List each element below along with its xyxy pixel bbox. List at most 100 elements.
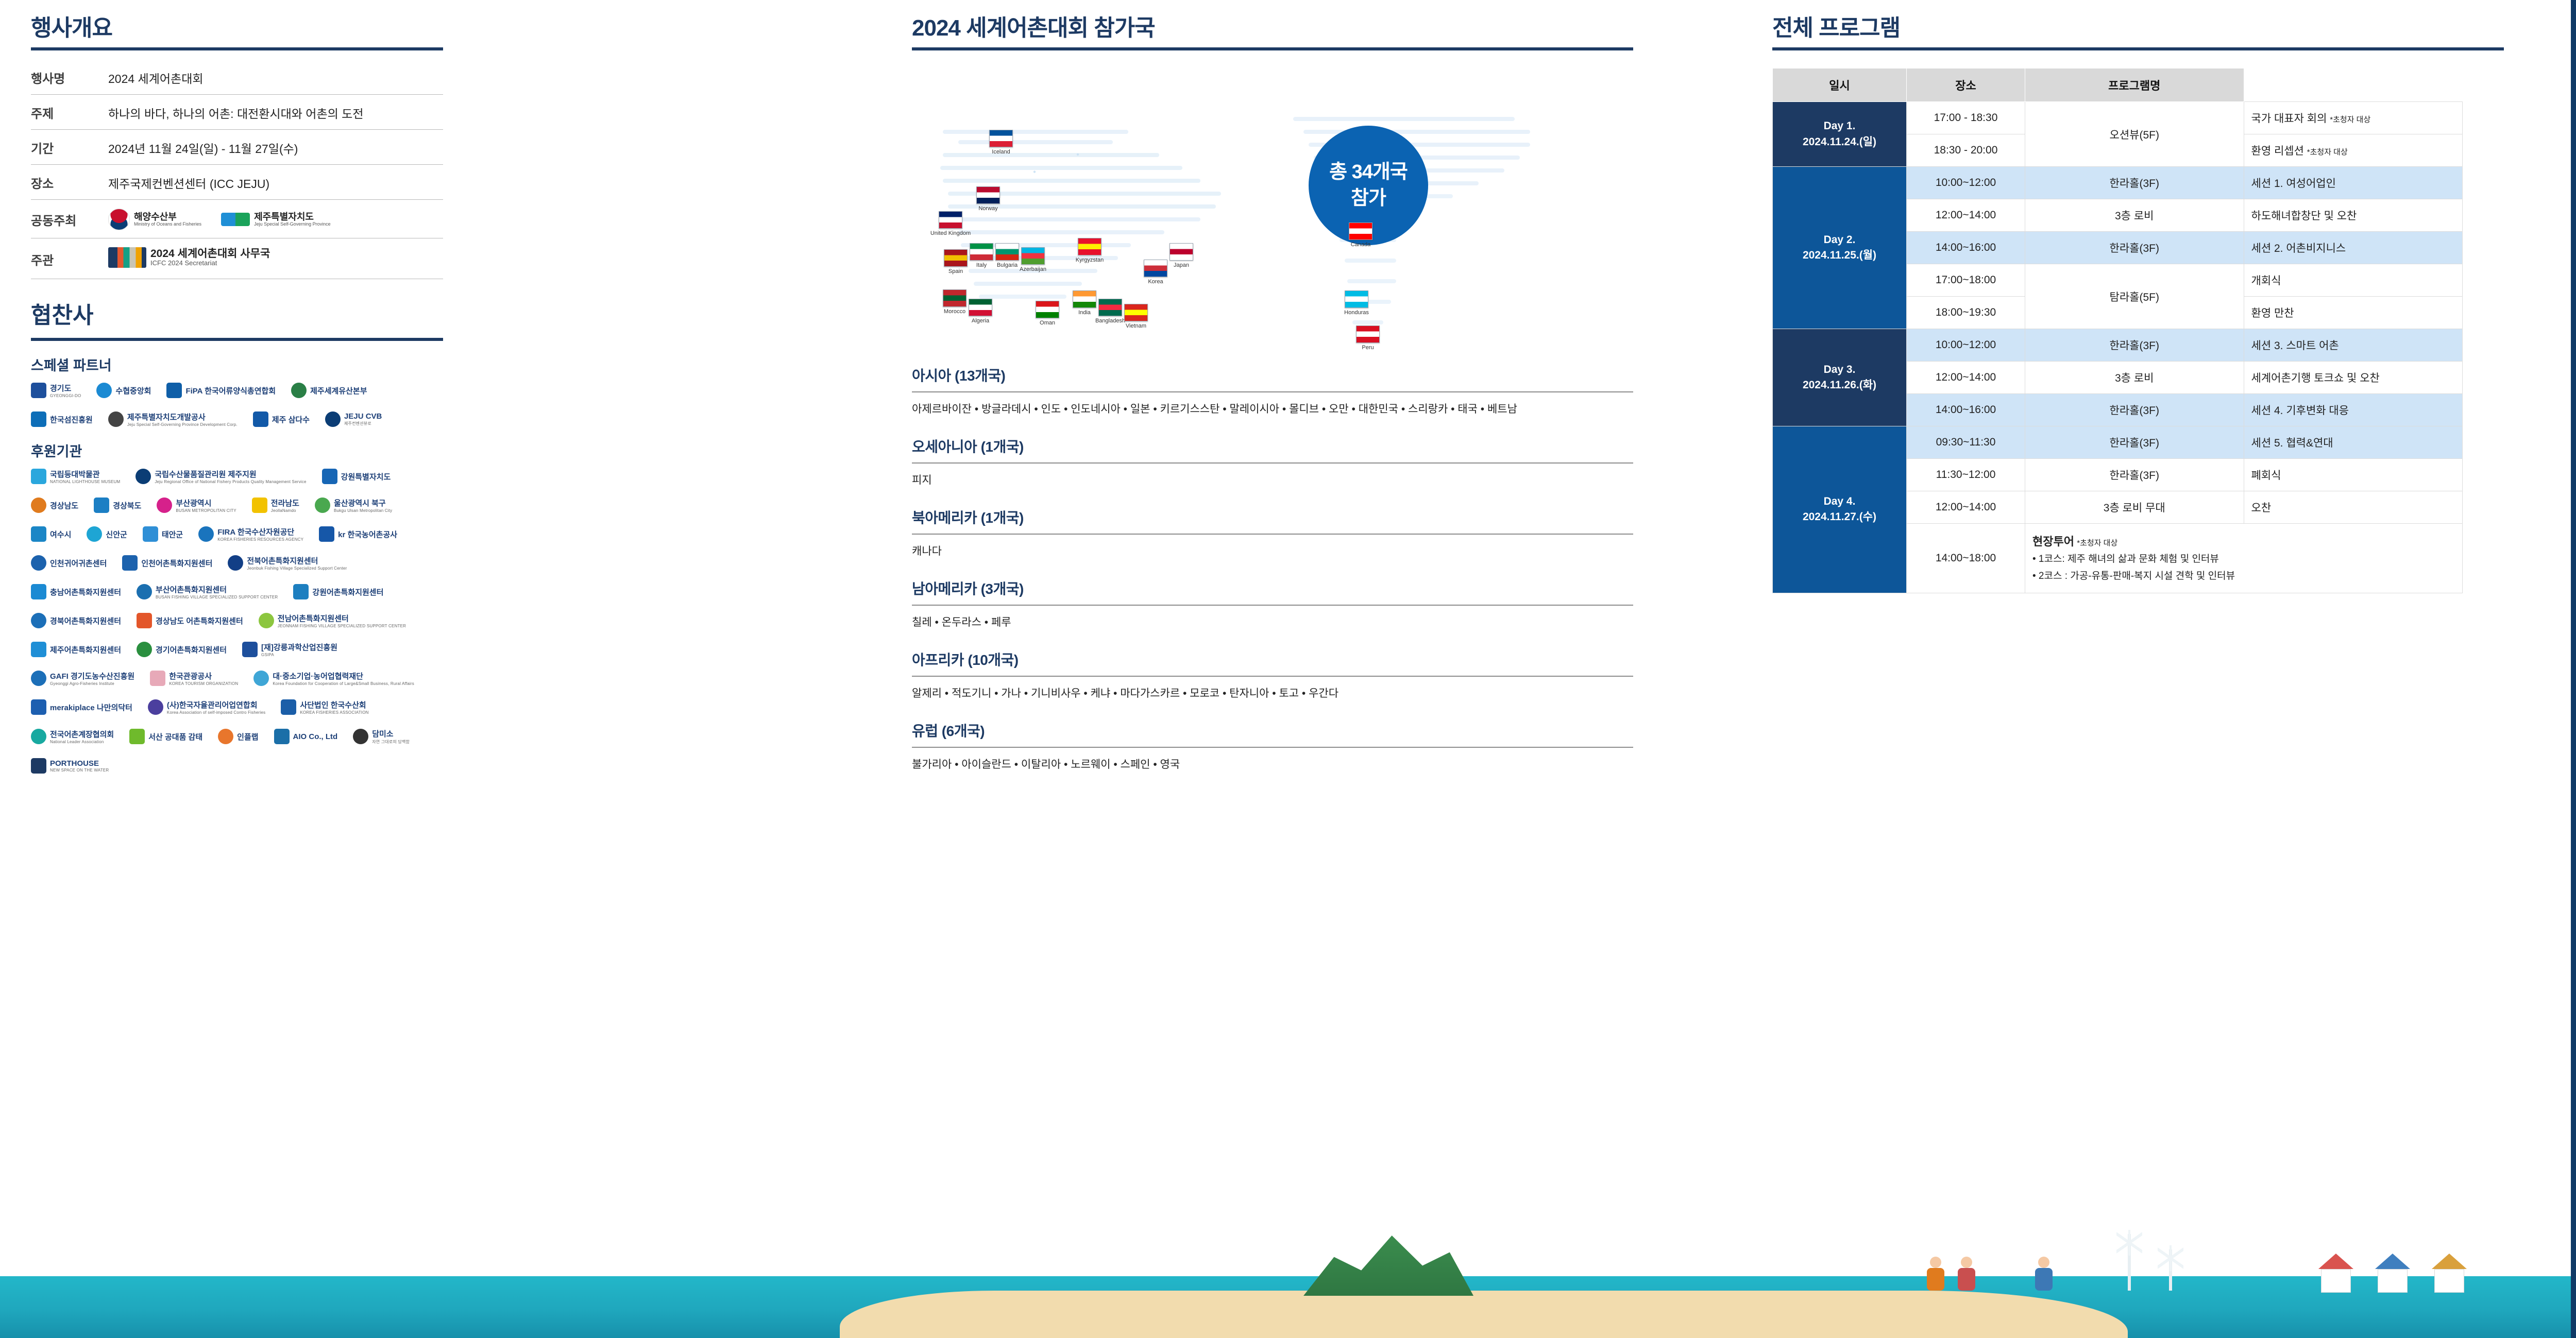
day-date: 2024.11.26.(화) — [1802, 379, 1877, 391]
sponsor-name: (사)한국자율관리어업연합회 Korea Association of self-… — [166, 701, 266, 715]
sponsor-logo: 제주특별자치도개발공사 Jeju Special Self-Governing P… — [108, 411, 238, 427]
world-map: 총 34개국 참가 Iceland Norway United Kingdom Spa… — [912, 68, 1633, 356]
flag-icon: India — [1073, 290, 1096, 316]
region-country-list: 불가리아 • 아이슬란드 • 이탈리아 • 노르웨이 • 스페인 • 영국 — [912, 759, 1180, 771]
sponsor-logo: 한국섬진흥원 — [31, 411, 93, 427]
flag-label: Norway — [978, 205, 998, 212]
program-time: 17:00~18:00 — [1906, 264, 2025, 297]
session-name: 세션 5. 협력&연대 — [2251, 437, 2333, 449]
countries-header: 2024 세계어촌대회 참가국 — [912, 0, 1633, 50]
program-title: 전체 프로그램 — [1772, 15, 1901, 41]
sponsor-name: AIO Co., Ltd — [293, 732, 338, 741]
sponsors-rule — [31, 338, 443, 341]
program-time: 17:00 - 18:30 — [1906, 101, 2025, 134]
sponsor-logo: 인천귀어귀촌센터 — [31, 555, 107, 571]
sponsor-mark-icon — [293, 584, 309, 599]
info-row: 장소 제주국제컨벤션센터 (ICC JEJU) — [31, 164, 443, 200]
program-time: 10:00~12:00 — [1906, 166, 2025, 199]
flag-label: Peru — [1362, 345, 1374, 351]
program-row: 12:00~14:00 3층 로비 하도해녀합창단 및 오찬 — [1773, 199, 2463, 232]
sponsor-name: 서산 공대품 감태 — [148, 732, 203, 742]
sponsor-logo: 국립등대박물관 NATIONAL LIGHTHOUSE MUSEUM — [31, 469, 120, 484]
person-illustration — [1958, 1257, 1975, 1291]
sponsor-mark-icon — [137, 642, 152, 657]
sponsor-name: 경상남도 — [50, 501, 79, 510]
program-name: 세션 5. 협력&연대 — [2243, 426, 2463, 459]
sponsor-logo: PORTHOUSE NEW SPACE ON THE WATER — [31, 758, 109, 774]
program-time: 12:00~14:00 — [1906, 199, 2025, 232]
flag-icon: Spain — [944, 249, 968, 275]
sponsor-name: 강원특별자치도 — [341, 472, 391, 482]
session-note: *초청자 대상 — [2330, 115, 2371, 124]
program-time: 09:30~11:30 — [1906, 426, 2025, 459]
day-date: 2024.11.25.(월) — [1802, 249, 1877, 261]
cohost-name: 제주특별자치도 — [254, 211, 314, 222]
flag-icon: Vietnam — [1124, 304, 1148, 329]
sponsor-name: 태안군 — [161, 530, 183, 539]
house-illustration — [2375, 1254, 2410, 1293]
program-rule — [1772, 47, 2504, 50]
flag-icon: Canada — [1349, 222, 1372, 248]
session-name: 환영 리셉션 — [2251, 145, 2304, 157]
info-key: 행사명 — [31, 60, 108, 95]
sponsor-mark-icon — [319, 526, 335, 542]
sponsor-mark-icon — [142, 526, 158, 542]
badge-line-1: 총 34개국 — [1329, 161, 1408, 183]
sponsor-logo: 강원특별자치도 — [321, 469, 391, 484]
flag-label: Korea — [1148, 279, 1163, 285]
country-group: 아시아 (13개국) 아제르바이잔 • 방글라데시 • 인도 • 인도네시아 • … — [912, 365, 1633, 418]
country-groups: 아시아 (13개국) 아제르바이잔 • 방글라데시 • 인도 • 인도네시아 • … — [912, 365, 1633, 774]
sponsor-logo: AIO Co., Ltd — [274, 729, 338, 744]
sponsor-name: merakiplace 나만의닥터 — [50, 703, 132, 712]
region-country-list: 피지 — [912, 474, 932, 487]
program-header: 전체 프로그램 — [1772, 0, 2504, 50]
sponsor-logo: 전북어촌특화지원센터 Jeonbuk Fishing Village Specia… — [228, 555, 347, 571]
cohost-sub: Jeju Special Self-Governing Province — [254, 221, 331, 227]
session-name: 세션 4. 기후변화 대응 — [2251, 405, 2349, 417]
region-name: 북아메리카 (1개국) — [912, 510, 1024, 526]
flag-icon: United Kingdom — [930, 211, 971, 236]
sponsor-subtitle: GSIPA — [261, 653, 274, 657]
cohost-row: 공동주최 해양수산부 Ministry of Oceans and Fisherie… — [31, 199, 443, 238]
region-rule — [912, 605, 1633, 606]
program-time: 12:00~14:00 — [1906, 491, 2025, 524]
program-time: 14:00~16:00 — [1906, 393, 2025, 426]
sponsor-name: 충남어촌특화지원센터 — [50, 588, 122, 597]
sponsor-name: 부산어촌특화지원센터 BUSAN FISHING VILLAGE SPECIALI… — [156, 586, 278, 599]
program-day-cell: Day 4. 2024.11.27.(수) — [1772, 426, 1907, 593]
sponsor-mark-icon — [274, 729, 290, 744]
sponsor-name: 대·중소기업·농어업협력재단 Korea Foundation for Coope… — [273, 672, 414, 686]
sponsor-logo: 국립수산물품질관리원 제주지원 Jeju Regional Office of N… — [135, 469, 306, 484]
country-group: 오세아니아 (1개국) 피지 — [912, 436, 1633, 489]
sponsor-mark-icon — [122, 555, 138, 571]
country-group: 아프리카 (10개국) 알제리 • 적도기니 • 가나 • 기니비사우 • 케냐 … — [912, 649, 1633, 702]
island-illustration — [1303, 1236, 1473, 1296]
flag-label: Bulgaria — [996, 262, 1018, 268]
session-name: 세션 2. 어촌비지니스 — [2251, 243, 2346, 254]
sponsor-logo: 부산광역시 BUSAN METROPOLITAN CITY — [157, 498, 236, 513]
house-illustration — [2318, 1254, 2353, 1293]
sponsor-name: 강원어촌특화지원센터 — [312, 588, 384, 597]
sponsor-logo: (사)한국자율관리어업연합회 Korea Association of self-… — [147, 699, 266, 715]
sponsor-subtitle: Korea Foundation for Cooperation of Larg… — [273, 681, 414, 686]
sponsor-logo: 전남어촌특화지원센터 JEONNAM FISHING VILLAGE SPECIA… — [258, 613, 406, 628]
program-time: 18:00~19:30 — [1906, 296, 2025, 329]
sponsor-logo: [재]강릉과학산업진흥원 GSIPA — [242, 642, 337, 657]
sponsor-subtitle: National Leader Association — [50, 740, 104, 744]
sponsor-logo: 울산광역시 북구 Bukgu Ulsan Metropolitan City — [314, 498, 392, 513]
sponsor-name: 경북어촌특화지원센터 — [50, 616, 122, 626]
program-place: 한라홀(3F) — [2025, 393, 2244, 426]
region-rule — [912, 747, 1633, 748]
program-row: Day 4. 2024.11.27.(수) 09:30~11:30 한라홀(3F) 세션… — [1772, 426, 2463, 593]
program-name: 국가 대표자 회의 *초청자 대상 — [2243, 101, 2463, 134]
tour-course: • 2코스 : 가공-유통-판매-복지 시설 견학 및 인터뷰 — [2032, 570, 2235, 581]
world-map-dots — [940, 117, 1530, 324]
program-place: 3층 로비 — [2025, 199, 2244, 232]
government-emblem-icon — [108, 209, 130, 230]
sponsor-mark-icon — [31, 671, 46, 686]
sponsor-logo: JEJU CVB 제주컨벤션뷰로 — [325, 411, 382, 427]
program-column-header: 장소 — [1906, 68, 2025, 102]
sponsor-name: 제주 삼다수 — [272, 415, 310, 424]
person-illustration — [2035, 1257, 2053, 1291]
sponsor-mark-icon — [281, 699, 297, 715]
